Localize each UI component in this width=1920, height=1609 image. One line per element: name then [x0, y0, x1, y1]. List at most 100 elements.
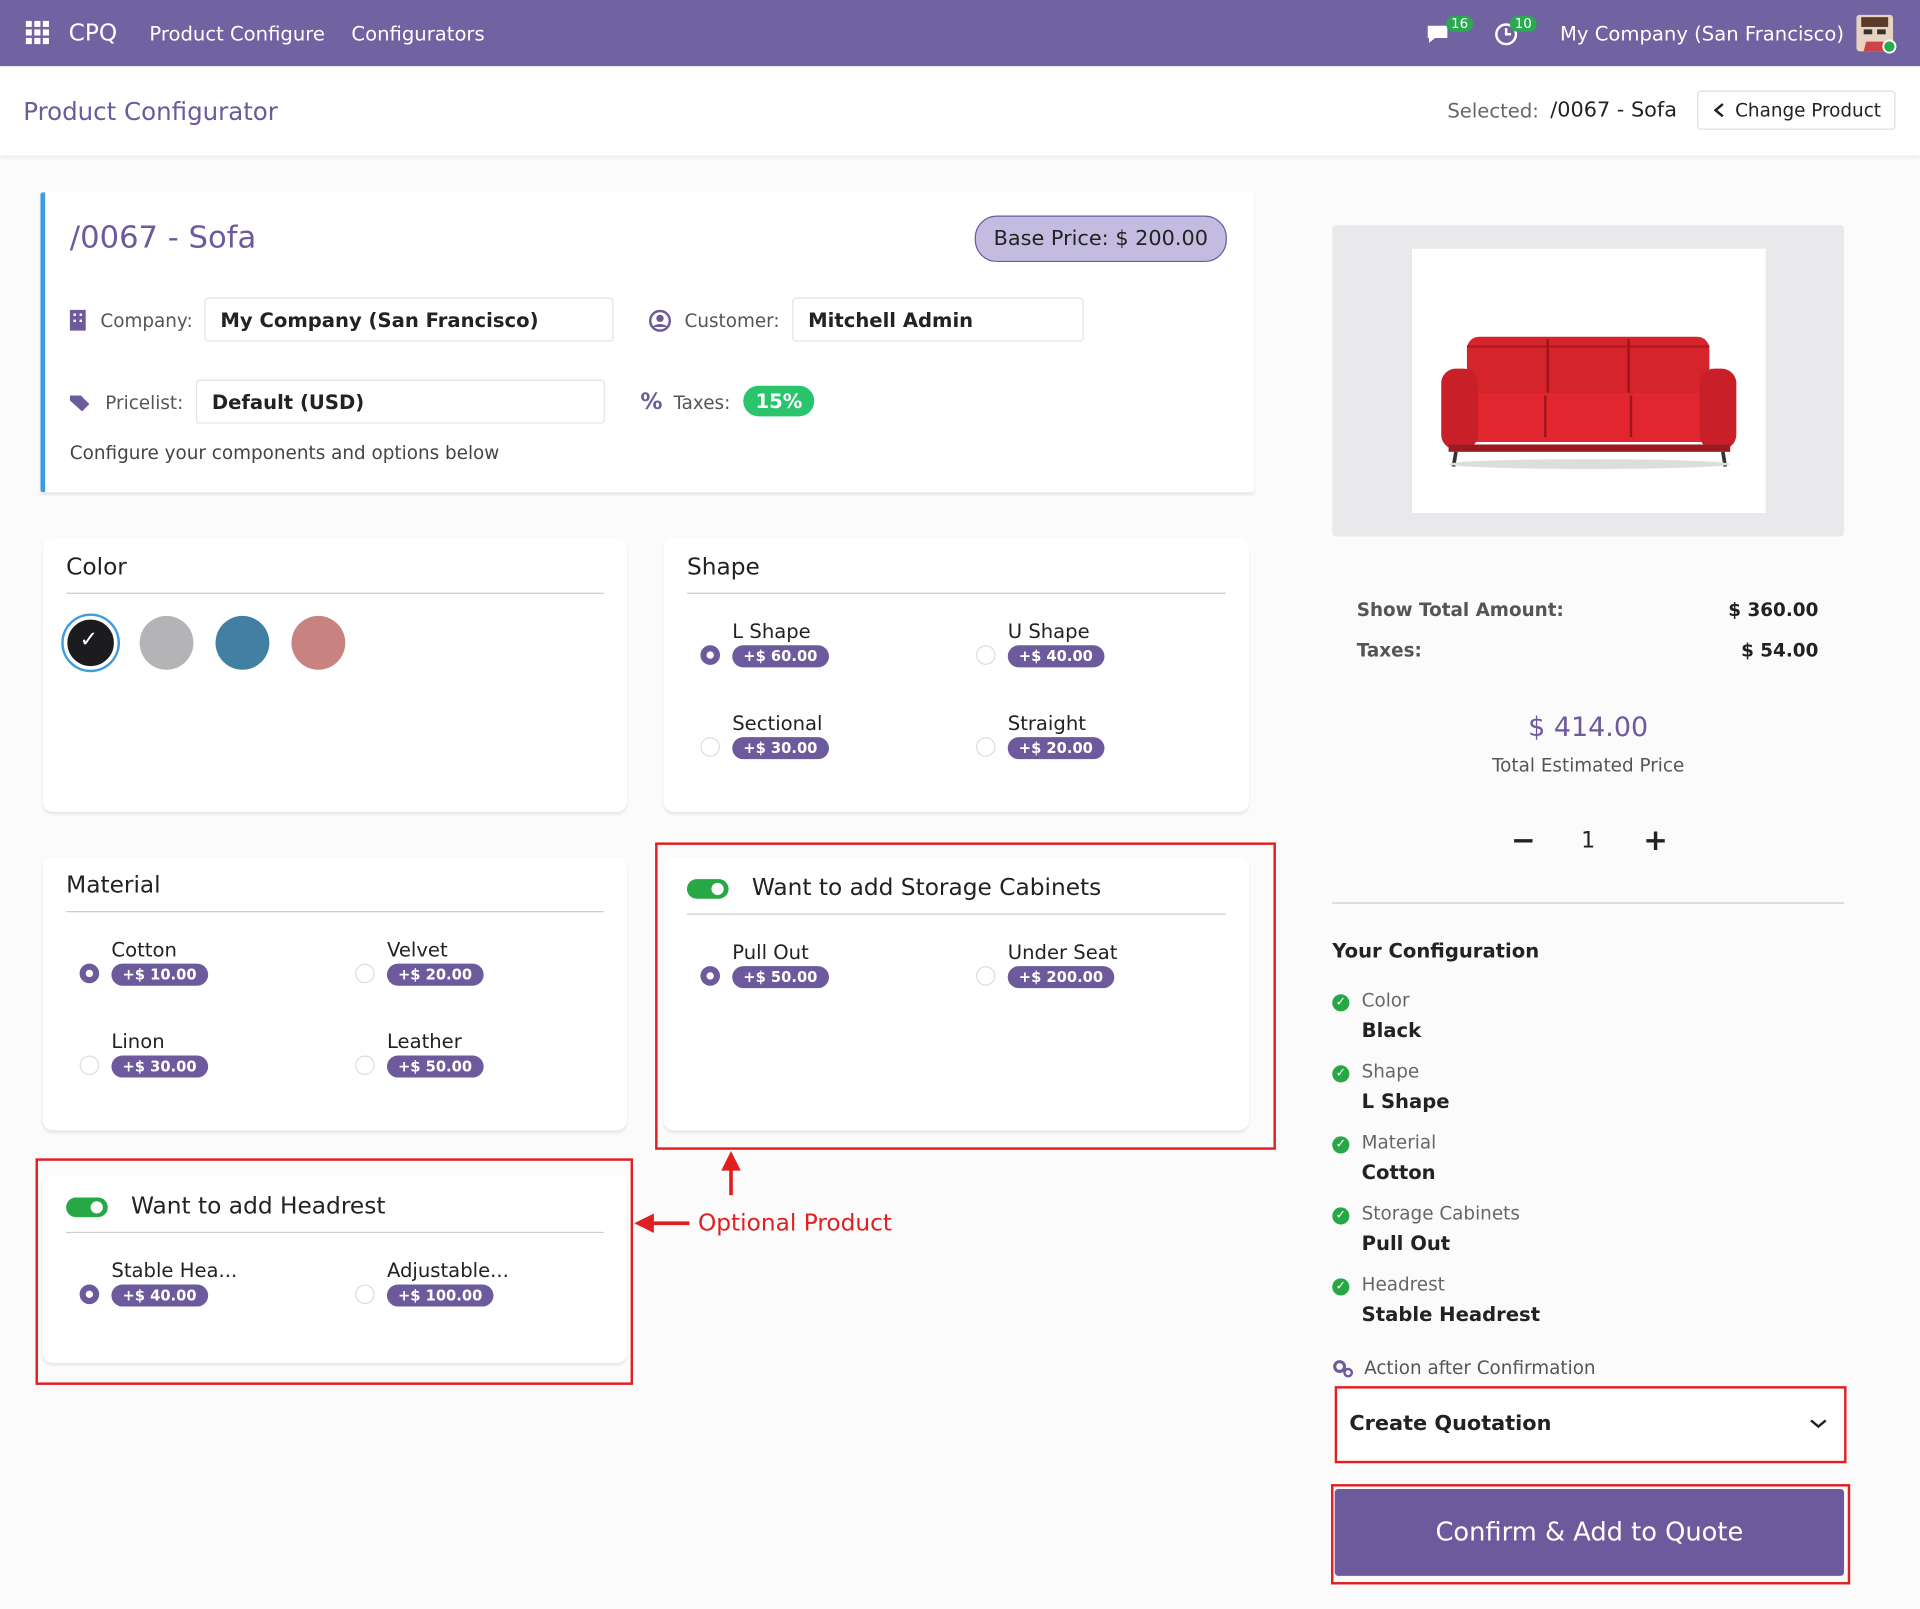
option-price: +$ 40.00	[111, 1284, 208, 1307]
option-name: Velvet	[386, 937, 448, 962]
quantity[interactable]: 1	[1581, 827, 1596, 854]
config-title: Your Configuration	[1332, 939, 1540, 963]
option-name: Pull Out	[732, 940, 809, 964]
navbar: CPQ Product Configure Configurators 16 1…	[0, 0, 1920, 67]
product-card: /0067 - Sofa Base Price: $ 200.00 Compan…	[40, 192, 1254, 493]
annotation-arrows	[634, 1151, 741, 1234]
config-label: Color	[1361, 989, 1410, 1012]
customer-label: Customer:	[684, 309, 780, 332]
button-label: Change Product	[1735, 99, 1882, 122]
estimated-label: Total Estimated Price	[1492, 754, 1685, 777]
menu-item[interactable]: Configurators	[351, 22, 485, 46]
check-icon: ✓	[1332, 1278, 1350, 1296]
section-divider	[66, 592, 604, 594]
estimated-price: $ 414.00	[1528, 712, 1649, 744]
customer-icon	[648, 309, 672, 332]
total-label: Show Total Amount:	[1356, 598, 1564, 621]
section-title: Want to add Headrest	[131, 1192, 386, 1220]
action-icon	[1333, 1360, 1354, 1378]
image-frame	[1332, 225, 1845, 537]
section-divider	[66, 911, 604, 913]
section-divider	[686, 913, 1226, 915]
pricelist-icon	[69, 395, 90, 412]
radio[interactable]	[975, 966, 996, 986]
check: ✓	[79, 626, 99, 653]
apps-icon[interactable]	[25, 20, 50, 45]
radio[interactable]	[79, 963, 100, 984]
option-price: +$ 20.00	[1007, 737, 1104, 760]
check-icon: ✓	[1332, 1065, 1350, 1083]
activities-badge: 10	[1509, 15, 1537, 32]
radio[interactable]	[79, 1055, 100, 1076]
option-price: +$ 100.00	[386, 1284, 494, 1307]
option-price: +$ 200.00	[1007, 966, 1115, 989]
radio[interactable]	[700, 645, 721, 665]
confirm-button[interactable]: Confirm & Add to Quote	[1334, 1488, 1845, 1576]
radio[interactable]	[700, 966, 721, 986]
taxes-label: Taxes:	[673, 391, 731, 414]
option-name: Linon	[111, 1029, 165, 1054]
section-divider	[66, 1231, 604, 1234]
radio[interactable]	[975, 737, 996, 757]
avatar[interactable]	[1856, 14, 1898, 57]
company-switch[interactable]: My Company (San Francisco)	[1560, 22, 1845, 46]
option-price: +$ 40.00	[1007, 645, 1104, 668]
radio[interactable]	[355, 963, 375, 984]
section-card: Want to add Storage Cabinets Pull Out +$ 5…	[663, 857, 1249, 1131]
highlight-box	[35, 1158, 634, 1385]
messages-badge: 16	[1446, 15, 1474, 32]
section-card: Shape L Shape +$ 60.00 U Shape +$ 40.00 Secti…	[663, 538, 1249, 812]
section-title: Shape	[686, 553, 760, 581]
option-name: Sectional	[732, 711, 823, 735]
check-icon: ✓	[1332, 1207, 1350, 1225]
section-title: Material	[66, 871, 161, 899]
radio[interactable]	[975, 645, 996, 665]
radio[interactable]	[355, 1055, 375, 1076]
app-name[interactable]: CPQ	[68, 19, 118, 47]
toggle-knob	[90, 1201, 103, 1214]
divider	[1332, 902, 1845, 904]
customer-field[interactable]: Mitchell Admin	[792, 297, 1084, 342]
action-select[interactable]: Create Quotation	[1334, 1386, 1847, 1464]
taxes-icon: %	[640, 389, 663, 416]
radio[interactable]	[355, 1284, 375, 1305]
toggle[interactable]	[686, 879, 729, 899]
chevron-left	[1713, 103, 1724, 118]
color-swatch[interactable]: ✓	[63, 615, 118, 670]
config-value: Pull Out	[1361, 1231, 1451, 1256]
check-icon: ✓	[1332, 1136, 1350, 1154]
section-title: Want to add Storage Cabinets	[751, 874, 1102, 902]
radio[interactable]	[700, 737, 721, 757]
decrease-button[interactable]: −	[1511, 822, 1536, 858]
select-value: Create Quotation	[1349, 1411, 1552, 1437]
radio[interactable]	[79, 1284, 100, 1305]
change-product-button[interactable]: Change Product	[1697, 90, 1896, 130]
option-name: U Shape	[1007, 619, 1090, 643]
product-name: /0067 - Sofa	[69, 219, 257, 255]
menu-item[interactable]: Product Configure	[149, 22, 325, 46]
selected-value: /0067 - Sofa	[1550, 97, 1677, 123]
control-panel: Product Configurator Selected: /0067 - S…	[0, 67, 1920, 156]
option-name: Stable Hea...	[111, 1258, 238, 1283]
config-label: Headrest	[1361, 1273, 1445, 1296]
page-title: Product Configurator	[23, 96, 278, 127]
section-title: Color	[66, 553, 127, 581]
section-card: Want to add Headrest Stable Hea... +$ 40.0…	[42, 1175, 627, 1363]
config-value: Cotton	[1361, 1160, 1436, 1185]
config-value: Stable Headrest	[1361, 1302, 1541, 1327]
increase-button[interactable]: +	[1643, 822, 1668, 858]
toggle[interactable]	[66, 1197, 108, 1218]
messages-icon[interactable]	[1425, 21, 1454, 48]
activities-icon[interactable]	[1494, 21, 1521, 48]
option-name: Under Seat	[1007, 940, 1118, 964]
company-field[interactable]: My Company (San Francisco)	[204, 297, 614, 342]
option-name: Straight	[1007, 711, 1086, 735]
color-swatch[interactable]	[291, 615, 346, 670]
pricelist-field[interactable]: Default (USD)	[195, 379, 605, 424]
option-price: +$ 50.00	[732, 966, 829, 989]
option-name: Leather	[386, 1029, 462, 1054]
color-swatch[interactable]	[215, 615, 270, 670]
color-swatch[interactable]	[139, 615, 194, 670]
product-image	[1411, 248, 1766, 514]
